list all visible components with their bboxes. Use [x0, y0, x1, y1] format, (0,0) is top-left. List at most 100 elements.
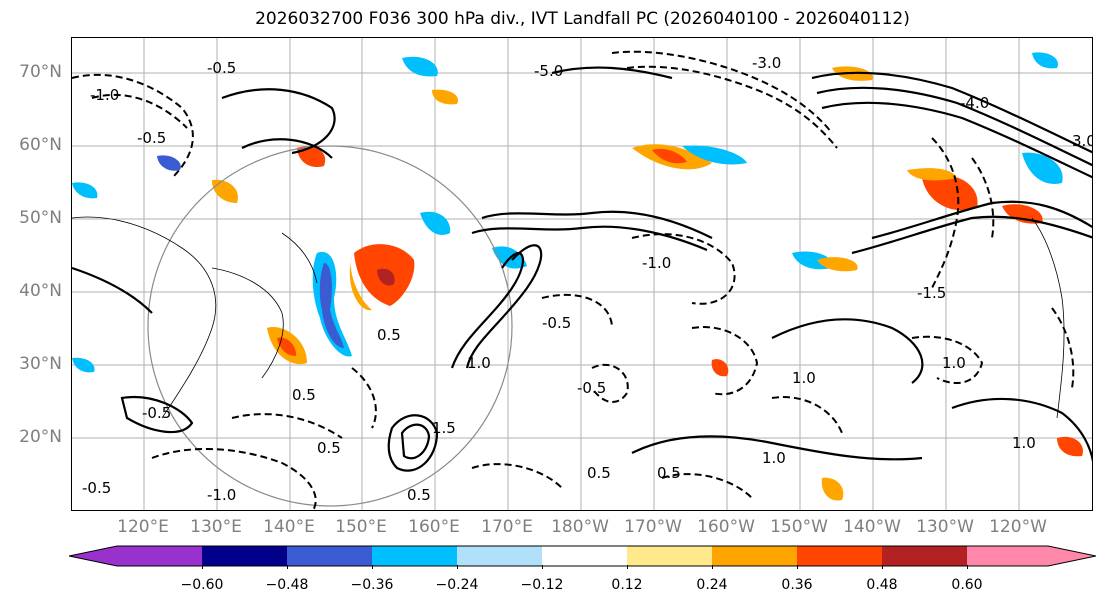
solid-contours: [72, 66, 1092, 472]
colorbar-tick-label: −0.24: [435, 577, 479, 593]
lon-label-170w: 170°W: [624, 517, 682, 537]
lat-label-60n: 60°N: [19, 135, 62, 155]
pos-blob-alaska-core: [652, 148, 687, 164]
neg-blob-north-left: [402, 56, 438, 77]
colorbar-tickmark: [542, 565, 543, 569]
neg-blob-west-sea: [157, 155, 181, 171]
contour-label: -0.5: [207, 59, 236, 77]
contour-label: -1.0: [207, 486, 236, 504]
lon-label-150e: 150°E: [335, 517, 387, 537]
contour-label: 1.0: [942, 354, 966, 372]
colorbar-extend-high: [1048, 546, 1096, 566]
pos-blob-gulf-edge: [907, 168, 957, 181]
pos-blob-japan-core: [377, 268, 395, 286]
projection-circle: [147, 145, 513, 507]
lon-label-120e: 120°E: [117, 517, 169, 537]
colorbar-tickmark: [372, 565, 373, 569]
contour-label: 0.5: [292, 386, 316, 404]
lon-label-170e: 170°E: [481, 517, 533, 537]
colorbar-tick-label: −0.48: [265, 577, 309, 593]
contour-label: 1.0: [792, 369, 816, 387]
contour-label: 0.5: [407, 486, 431, 504]
contour-label: 3.0: [1072, 132, 1093, 150]
contour-label: -1.0: [642, 254, 671, 272]
contour-label: -3.0: [752, 54, 781, 72]
colorbar-bin-7: [627, 546, 712, 566]
colorbar-tick-label: 0.24: [696, 577, 728, 593]
coastlines: [72, 216, 1065, 419]
neg-blob-west-edge: [72, 182, 98, 199]
neg-blob-west-low: [72, 357, 95, 373]
colorbar-bin-3: [287, 546, 372, 566]
graticule: [72, 38, 1092, 510]
colorbar-tickmark: [967, 565, 968, 569]
lat-label-70n: 70°N: [19, 62, 62, 82]
neg-blob-bc-coast: [1022, 152, 1063, 184]
colorbar-bin-5: [457, 546, 542, 566]
lon-label-160w: 160°W: [697, 517, 755, 537]
divergence-shading: [72, 52, 1083, 501]
lat-label-40n: 40°N: [19, 281, 62, 301]
contour-label: 0.5: [317, 439, 341, 457]
pos-blob-japan-edge: [349, 256, 372, 311]
colorbar-tickmark: [882, 565, 883, 569]
colorbar-tick-label: 0.48: [866, 577, 898, 593]
pos-blob-siberia: [212, 179, 238, 203]
colorbar-tickmark: [627, 565, 628, 569]
contour-label: 1.5: [432, 419, 456, 437]
map-canvas: -5.0 -1.0 -0.5 -3.0 -4.0 -1.5 -1.0 -0.5 …: [72, 38, 1093, 510]
colorbar-tickmark: [797, 565, 798, 569]
contour-label: 0.5: [657, 464, 681, 482]
colorbar-extend-low: [69, 546, 117, 566]
lon-label-150w: 150°W: [770, 517, 828, 537]
colorbar-tickmark: [287, 565, 288, 569]
colorbar-tick-label: −0.12: [520, 577, 564, 593]
colorbar-bin-6: [542, 546, 627, 566]
map-panel: -5.0 -1.0 -0.5 -3.0 -4.0 -1.5 -1.0 -0.5 …: [71, 37, 1093, 511]
pos-blob-south: [821, 477, 844, 501]
colorbar-bin-4: [372, 546, 457, 566]
lat-label-30n: 30°N: [19, 354, 62, 374]
contour-label: -0.5: [82, 479, 111, 497]
colorbar-outline: [69, 545, 1096, 567]
lon-label-160e: 160°E: [408, 517, 460, 537]
lon-label-130w: 130°W: [916, 517, 974, 537]
contour-label: -0.5: [137, 129, 166, 147]
map-title: 2026032700 F036 300 hPa div., IVT Landfa…: [255, 9, 910, 29]
colorbar-bin-2: [202, 546, 287, 566]
contour-label: 0.5: [587, 464, 611, 482]
dashed-contours: [72, 50, 1075, 510]
colorbar-tickmark: [457, 565, 458, 569]
colorbar-tick-label: 0.60: [951, 577, 983, 593]
pos-blob-north-left: [432, 89, 458, 105]
colorbar-bin-1: [117, 546, 202, 566]
contour-label: 1.0: [1012, 434, 1036, 452]
pos-blob-gulf: [922, 174, 978, 211]
contour-labels: -5.0 -1.0 -0.5 -3.0 -4.0 -1.5 -1.0 -0.5 …: [82, 54, 1093, 504]
contour-label: 1.0: [762, 449, 786, 467]
lon-label-140w: 140°W: [843, 517, 901, 537]
colorbar-tickmark: [202, 565, 203, 569]
lon-label-130e: 130°E: [190, 517, 242, 537]
contour-label: -5.0: [534, 62, 563, 80]
colorbar-tick-label: 0.36: [781, 577, 813, 593]
neg-band-japan-core: [319, 263, 344, 348]
lon-label-140e: 140°E: [263, 517, 315, 537]
pos-blob-ne-pacific: [817, 257, 858, 272]
contour-label: 0.5: [377, 326, 401, 344]
contour-label: -0.5: [542, 314, 571, 332]
neg-blob-alaska: [682, 145, 747, 165]
lon-label-180w: 180°W: [551, 517, 609, 537]
pos-blob-sakhalin: [297, 146, 326, 168]
neg-band-japan: [312, 251, 352, 357]
colorbar-tick-label: −0.36: [350, 577, 394, 593]
pos-blob-east-china-core: [277, 337, 297, 356]
colorbar-tick-label: 0.12: [611, 577, 643, 593]
neg-blob-top-right: [1032, 52, 1058, 69]
colorbar-bin-11: [967, 546, 1048, 566]
contour-label: -0.5: [577, 379, 606, 397]
colorbar: [69, 545, 1096, 567]
contour-label: -1.0: [90, 86, 119, 104]
contour-label: 1.0: [467, 354, 491, 372]
colorbar-bin-10: [882, 546, 967, 566]
